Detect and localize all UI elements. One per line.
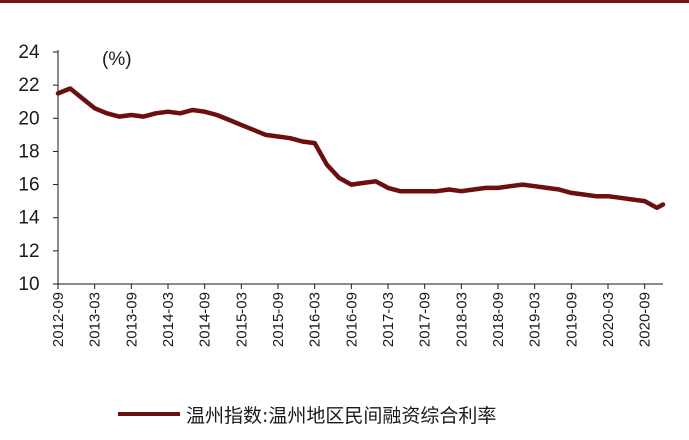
- x-tick-label: 2016-03: [307, 292, 324, 347]
- x-tick-label: 2018-09: [490, 292, 507, 347]
- x-tick-label: 2015-09: [270, 292, 287, 347]
- x-tick-label: 2017-03: [380, 292, 397, 347]
- y-tick-label: 20: [18, 108, 39, 129]
- x-tick-label: 2020-03: [600, 292, 617, 347]
- x-tick-label: 2017-09: [417, 292, 434, 347]
- x-tick-label: 2015-03: [233, 292, 250, 347]
- unit-label: (%): [102, 49, 132, 70]
- series-group: [55, 86, 666, 211]
- y-tick-label: 18: [18, 141, 39, 162]
- legend: 温州指数:温州地区民间融资综合利率: [118, 396, 496, 432]
- top-rule: [0, 0, 689, 3]
- y-tick-label: 16: [18, 175, 39, 196]
- x-tick-label: 2013-09: [123, 292, 140, 347]
- x-tick-label: 2014-03: [160, 292, 177, 347]
- y-tick-label: 14: [18, 208, 40, 229]
- x-tick-label: 2019-03: [527, 292, 544, 347]
- y-axis: 10 12 14 16 18 20 22 24: [18, 42, 59, 295]
- x-tick-label: 2020-09: [637, 292, 654, 347]
- x-tick-label: 2016-09: [343, 292, 360, 347]
- legend-swatch: [118, 412, 180, 416]
- y-tick-label: 12: [18, 241, 39, 262]
- y-tick-label: 10: [18, 274, 39, 295]
- x-tick-label: 2018-03: [453, 292, 470, 347]
- series-line: [55, 86, 666, 211]
- y-tick-label: 22: [18, 75, 39, 96]
- x-tick-label: 2019-09: [563, 292, 580, 347]
- legend-label: 温州指数:温州地区民间融资综合利率: [186, 404, 497, 427]
- x-axis: 2012-09 2013-03 2013-09 2014-03 2014-09 2015-…: [50, 283, 663, 347]
- y-tick-label: 24: [18, 42, 40, 63]
- x-tick-label: 2014-09: [197, 292, 214, 347]
- x-tick-label: 2012-09: [50, 292, 67, 347]
- x-tick-label: 2013-03: [87, 292, 104, 347]
